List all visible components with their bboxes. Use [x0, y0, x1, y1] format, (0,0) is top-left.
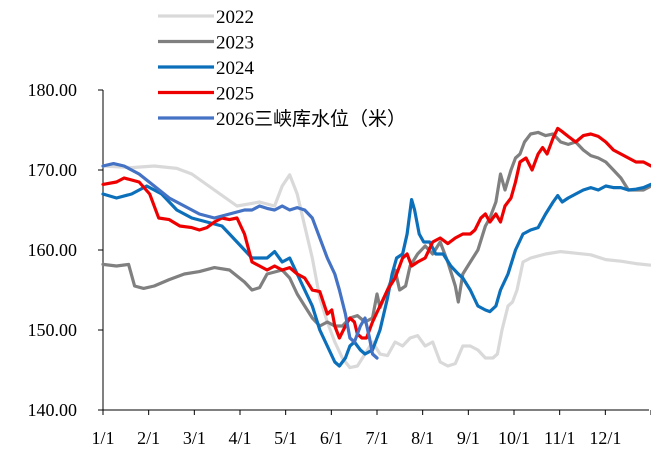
series-line-1 [101, 130, 651, 328]
series-line-0 [101, 164, 651, 370]
legend-label: 2023 [216, 33, 254, 54]
x-tick-label: 10/1 [498, 428, 530, 448]
x-tick-label: 7/1 [365, 428, 388, 448]
x-tick-label: 12/1 [589, 428, 621, 448]
series-lines [101, 126, 651, 370]
y-tick-label: 150.00 [28, 320, 78, 340]
y-tick-label: 180.00 [28, 80, 78, 100]
legend-label: 2022 [216, 7, 254, 28]
series-line-4 [101, 162, 379, 360]
y-tick-label: 160.00 [28, 240, 78, 260]
legend-label: 2025 [216, 84, 254, 105]
x-tick-label: 2/1 [137, 428, 160, 448]
chart-axes [102, 90, 649, 411]
x-tick-label: 11/1 [544, 428, 575, 448]
x-axis-ticks: 1/1 2/1 3/1 4/1 5/1 6/1 7/1 8/1 9/1 10/1 11/1 12/1 [91, 410, 651, 448]
y-tick-label: 140.00 [28, 400, 78, 420]
x-tick-label: 5/1 [274, 428, 297, 448]
x-tick-label: 3/1 [183, 428, 206, 448]
legend-label: 2026三峡库水位（米） [216, 108, 406, 130]
x-tick-label: 4/1 [228, 428, 251, 448]
series-line-3 [101, 126, 651, 340]
legend: 2022 2023 2024 2025 2026三峡库水位（米） [158, 7, 406, 130]
y-tick-label: 170.00 [28, 160, 78, 180]
x-tick-label: 8/1 [411, 428, 434, 448]
x-tick-label: 6/1 [320, 428, 343, 448]
x-tick-label: 1/1 [91, 428, 114, 448]
legend-label: 2024 [216, 58, 255, 79]
x-tick-label: 9/1 [457, 428, 480, 448]
y-axis-ticks: 140.00 150.00 160.00 170.00 180.00 [28, 80, 103, 420]
